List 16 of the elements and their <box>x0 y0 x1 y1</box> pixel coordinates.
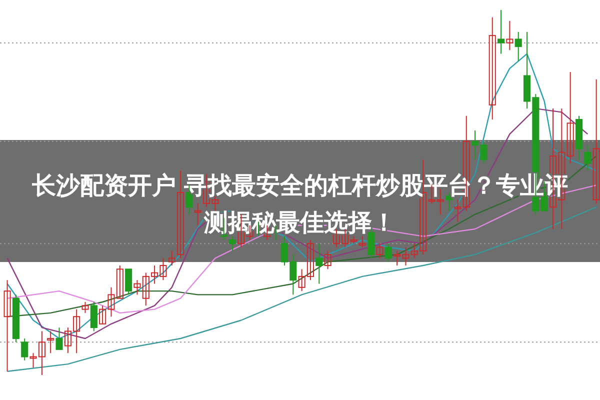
candlestick <box>176 170 184 259</box>
candlestick <box>592 78 600 204</box>
candlestick <box>82 302 89 314</box>
candlestick <box>168 250 176 266</box>
candlestick <box>376 243 384 259</box>
candlestick <box>47 330 54 354</box>
candlestick <box>488 16 496 120</box>
candlestick <box>194 202 202 226</box>
candlestick <box>498 10 505 54</box>
candlestick <box>324 250 332 270</box>
candlestick <box>358 236 366 248</box>
candlestick <box>134 280 141 296</box>
candlestick <box>566 72 574 164</box>
candlestick <box>56 327 63 350</box>
candlestick <box>506 20 514 51</box>
candlestick <box>4 280 11 372</box>
